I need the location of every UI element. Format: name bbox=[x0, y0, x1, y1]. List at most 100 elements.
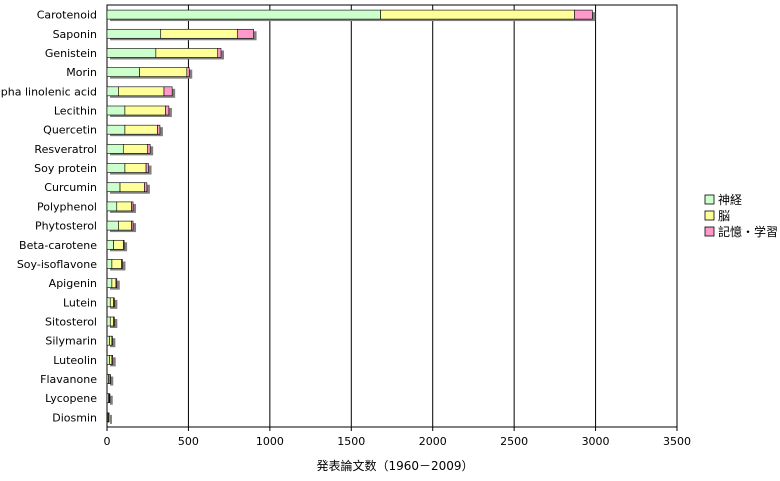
bar-segment bbox=[109, 393, 111, 404]
category-label: Flavanone bbox=[40, 373, 97, 386]
bar-segment bbox=[106, 105, 126, 116]
bar-segment bbox=[119, 182, 145, 193]
bar-segment bbox=[217, 48, 222, 58]
bar-segment bbox=[131, 220, 134, 231]
bar-segment bbox=[124, 124, 158, 135]
category-label: Lecithin bbox=[54, 105, 97, 118]
bar-segment bbox=[106, 9, 381, 20]
bar-segment bbox=[124, 163, 147, 173]
category-label: Apigenin bbox=[49, 277, 97, 290]
bar-shadow bbox=[110, 338, 116, 348]
x-tick-labels: 0 500 1000 1500 2000 2500 3000 3500 bbox=[104, 435, 692, 448]
bar-segment bbox=[108, 412, 110, 423]
bar-segment bbox=[106, 124, 126, 135]
bar-segment bbox=[163, 86, 173, 97]
bar-segment bbox=[106, 48, 157, 58]
category-label: Saponin bbox=[53, 28, 97, 41]
category-label: Morin bbox=[66, 66, 97, 79]
bar-shadow bbox=[110, 414, 112, 424]
bar-segment bbox=[106, 144, 124, 154]
legend-swatch bbox=[704, 194, 715, 205]
bar-segment bbox=[109, 297, 114, 308]
bar-segment bbox=[106, 28, 162, 39]
bar-segment bbox=[109, 335, 113, 346]
bar-segment bbox=[118, 220, 132, 231]
bar-segment bbox=[157, 124, 161, 135]
bar-segment bbox=[109, 355, 113, 365]
category-label: Curcumin bbox=[44, 181, 97, 194]
bar-segment bbox=[155, 48, 219, 58]
grid-lines bbox=[106, 4, 678, 431]
bar-segment bbox=[109, 374, 111, 384]
bar-segment bbox=[113, 316, 115, 327]
bar-segment bbox=[106, 220, 119, 231]
category-label: Resveratrol bbox=[34, 143, 97, 156]
legend-label: 神経 bbox=[718, 193, 742, 207]
category-label: Lycopene bbox=[45, 392, 97, 405]
category-labels: Carotenoid Saponin Genistein Morin Alpha lin… bbox=[0, 9, 97, 425]
category-label: Beta-carotene bbox=[19, 239, 97, 252]
category-label: Luteolin bbox=[53, 354, 97, 367]
x-tick-label: 0 bbox=[104, 435, 111, 448]
bar-segment bbox=[106, 239, 114, 250]
category-label: Sitosterol bbox=[45, 316, 97, 329]
bar-segment bbox=[574, 9, 593, 20]
plot-frame bbox=[106, 4, 678, 428]
bar-segment bbox=[121, 259, 123, 269]
category-label: Polyphenol bbox=[37, 200, 97, 213]
legend-label: 脳 bbox=[718, 209, 730, 223]
category-label: Soy protein bbox=[34, 162, 97, 175]
bar-segment bbox=[160, 28, 238, 39]
bar-segment bbox=[106, 297, 111, 308]
bar-segment bbox=[106, 163, 126, 173]
category-label: Diosmin bbox=[52, 411, 97, 424]
bar-segment bbox=[106, 335, 110, 346]
category-label: Phytosterol bbox=[35, 220, 97, 233]
x-tick-label: 1000 bbox=[256, 435, 284, 448]
category-label: Alpha linolenic acid bbox=[0, 85, 97, 98]
bar-segment bbox=[380, 9, 575, 20]
bar-segment bbox=[118, 86, 165, 97]
bar-segment bbox=[106, 86, 119, 97]
bar-segment bbox=[144, 182, 148, 193]
bar-segment bbox=[111, 335, 113, 346]
x-tick-label: 3000 bbox=[582, 435, 610, 448]
category-label: Quercetin bbox=[43, 124, 97, 137]
bar-segment bbox=[106, 355, 110, 365]
bar-segment bbox=[115, 278, 118, 288]
bar-shadow bbox=[110, 395, 113, 405]
bar-segment bbox=[147, 144, 151, 154]
bar-segment bbox=[111, 278, 117, 288]
bar-segment bbox=[139, 67, 188, 77]
bar-segment bbox=[145, 163, 149, 173]
category-label: Soy-isoflavone bbox=[17, 258, 97, 271]
legend-swatch bbox=[704, 210, 715, 221]
bar-segment bbox=[122, 239, 125, 250]
x-tick-label: 1500 bbox=[337, 435, 365, 448]
bar-segment bbox=[106, 316, 111, 327]
bars bbox=[106, 9, 596, 424]
bar-segment bbox=[106, 278, 113, 288]
bar-segment bbox=[113, 297, 115, 308]
bar-segment bbox=[113, 239, 124, 250]
bar-segment bbox=[186, 67, 190, 77]
x-tick-label: 3500 bbox=[663, 435, 691, 448]
bar-segment bbox=[111, 355, 113, 365]
bar-segment bbox=[122, 144, 149, 154]
category-label: Lutein bbox=[63, 296, 97, 309]
bar-segment bbox=[106, 201, 118, 212]
bar-segment bbox=[106, 259, 113, 269]
x-tick-label: 2000 bbox=[419, 435, 447, 448]
legend-swatch bbox=[704, 226, 715, 237]
bar-segment bbox=[111, 259, 122, 269]
category-label: Carotenoid bbox=[37, 9, 97, 22]
x-axis-title: 発表論文数（1960－2009） bbox=[316, 458, 473, 473]
category-label: Genistein bbox=[45, 47, 97, 60]
bar-segment bbox=[236, 28, 254, 39]
bar-segment bbox=[124, 105, 166, 116]
category-label: Silymarin bbox=[45, 335, 97, 348]
legend-label: 記憶・学習 bbox=[718, 224, 778, 239]
bar-segment bbox=[131, 201, 134, 212]
